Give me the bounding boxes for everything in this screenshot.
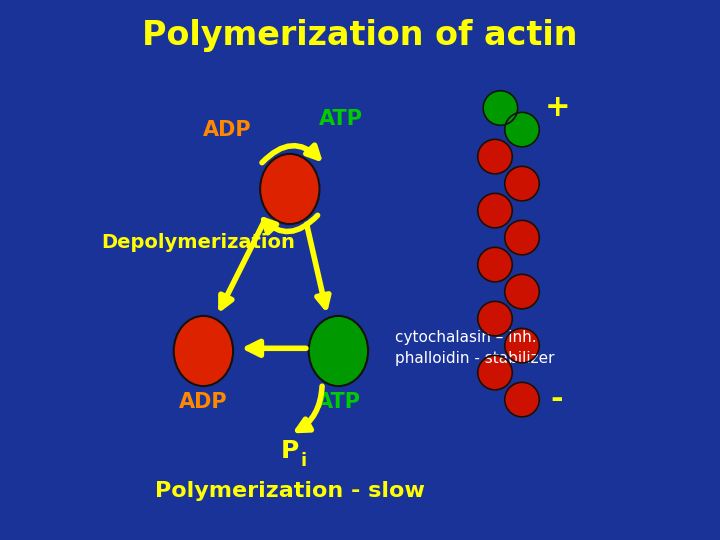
FancyArrowPatch shape [307, 224, 329, 307]
Ellipse shape [309, 316, 368, 386]
Circle shape [483, 91, 518, 125]
FancyArrowPatch shape [262, 145, 319, 163]
Text: Depolymerization: Depolymerization [101, 233, 294, 253]
FancyArrowPatch shape [297, 386, 322, 430]
FancyArrowPatch shape [248, 341, 306, 355]
Circle shape [478, 139, 513, 174]
Text: -: - [551, 385, 564, 414]
Text: ADP: ADP [179, 392, 228, 413]
Text: ATP: ATP [319, 109, 363, 129]
Circle shape [505, 220, 539, 255]
Circle shape [478, 193, 513, 228]
Text: +: + [544, 93, 570, 123]
Circle shape [478, 301, 513, 336]
Circle shape [505, 382, 539, 417]
Text: i: i [300, 451, 307, 470]
Text: Polymerization - slow: Polymerization - slow [155, 481, 425, 502]
Circle shape [505, 112, 539, 147]
Text: ATP: ATP [316, 392, 361, 413]
Circle shape [505, 166, 539, 201]
Ellipse shape [260, 154, 320, 224]
Ellipse shape [174, 316, 233, 386]
FancyArrowPatch shape [264, 215, 318, 233]
Circle shape [478, 247, 513, 282]
FancyArrowPatch shape [221, 221, 264, 308]
Text: Polymerization of actin: Polymerization of actin [143, 18, 577, 52]
Circle shape [505, 328, 539, 363]
Circle shape [505, 274, 539, 309]
Circle shape [478, 355, 513, 390]
Text: cytochalasin – inh.
phalloidin - stabilizer: cytochalasin – inh. phalloidin - stabili… [395, 330, 554, 366]
Text: P: P [281, 439, 299, 463]
Text: ADP: ADP [203, 119, 252, 140]
